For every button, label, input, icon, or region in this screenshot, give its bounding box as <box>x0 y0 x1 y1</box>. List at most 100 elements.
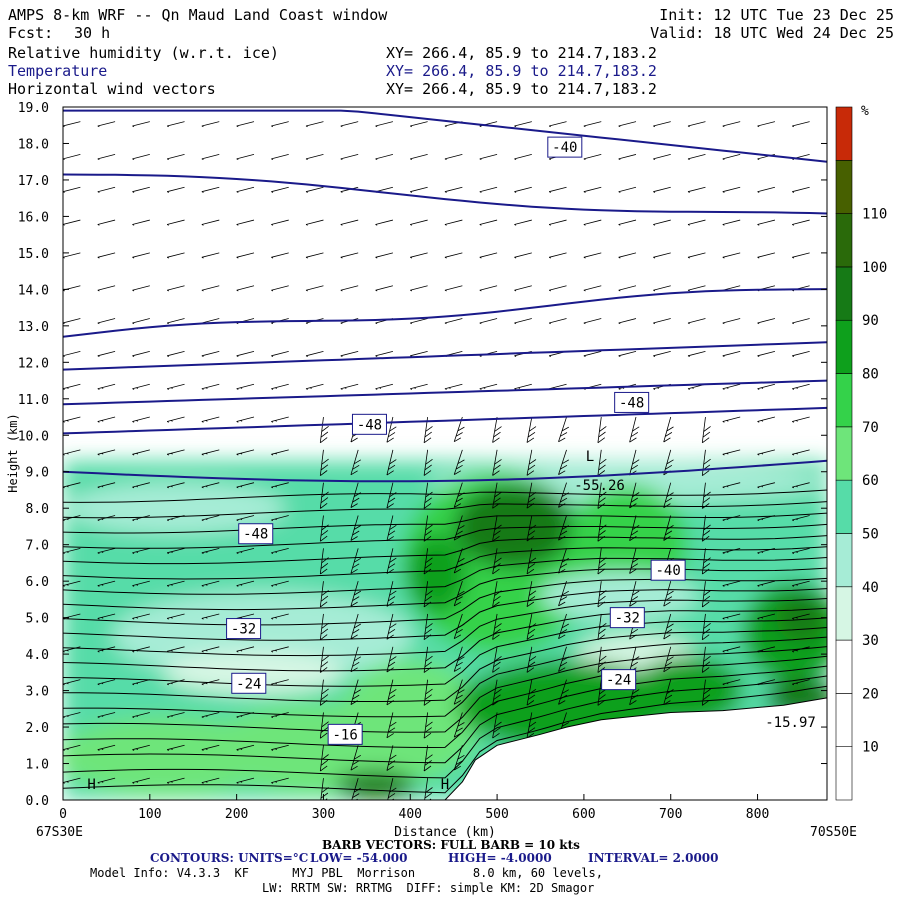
y-tick-label: 3.0 <box>26 685 49 700</box>
contour-label-box <box>650 559 686 581</box>
wind-barb <box>201 744 220 751</box>
wind-barb <box>479 383 498 390</box>
wind-barb <box>201 121 220 128</box>
colorbar-label: 70 <box>862 420 879 436</box>
wind-barb <box>444 154 463 161</box>
temperature-contour <box>63 627 827 702</box>
wind-barb <box>792 515 810 522</box>
wind-barb <box>166 712 185 719</box>
wind-barb <box>201 449 220 456</box>
wind-barb <box>97 482 116 489</box>
wind-barb <box>271 154 289 161</box>
temperature-contour <box>63 489 827 503</box>
wind-barb <box>132 350 150 357</box>
wind-barb <box>722 613 741 620</box>
wind-barb <box>305 350 324 357</box>
contour-label: -48 <box>243 527 268 543</box>
wind-barb <box>492 449 502 476</box>
rh-region-12 <box>538 570 699 621</box>
wind-barb <box>201 777 220 784</box>
wind-barb <box>597 679 607 706</box>
wind-barb <box>548 219 567 226</box>
wind-barb <box>236 646 255 653</box>
x-tick-label: 500 <box>485 807 508 822</box>
contour-label: -16 <box>333 727 358 743</box>
wind-barb <box>166 744 185 751</box>
wind-barb <box>97 449 116 456</box>
wind-barb <box>792 416 810 423</box>
wind-barb <box>687 285 706 292</box>
wind-barb <box>236 350 255 357</box>
contour-label: -24 <box>606 673 631 689</box>
wind-barb <box>132 613 150 620</box>
wind-barb <box>792 679 810 686</box>
wind-barb <box>526 581 537 608</box>
wind-barb <box>350 745 362 771</box>
colorbar-swatch <box>835 746 853 801</box>
colorbar-label: 110 <box>862 207 887 223</box>
wind-barb <box>201 580 220 587</box>
wind-barb <box>722 154 741 161</box>
wind-barb <box>271 416 289 423</box>
colorbar-swatch <box>835 213 853 268</box>
x-axis-label: Distance (km) <box>394 825 496 840</box>
wind-barb <box>792 318 810 325</box>
temperature-contour <box>63 655 827 749</box>
y-tick-label: 12.0 <box>18 356 49 371</box>
wind-barb <box>444 252 463 259</box>
wind-barb <box>201 679 220 686</box>
contour-label: -24 <box>236 676 261 692</box>
wind-barb <box>722 416 741 423</box>
wind-barb <box>492 613 502 640</box>
wind-barb <box>792 580 810 587</box>
wind-barb <box>722 219 741 226</box>
wind-barb <box>410 186 428 193</box>
wind-barb <box>722 646 741 653</box>
wind-barb <box>423 679 433 706</box>
wind-barb <box>97 744 116 751</box>
wind-barb <box>663 416 674 443</box>
wind-barb <box>492 482 502 509</box>
barb-legend: BARB VECTORS: FULL BARB = 10 kts <box>322 838 580 852</box>
temperature-contour <box>63 546 827 580</box>
wind-barb <box>166 121 185 128</box>
x-right-location: 70S50E <box>810 825 857 840</box>
wind-barb <box>319 679 329 706</box>
wind-barb <box>453 679 465 705</box>
wind-barb <box>423 646 433 673</box>
wind-barb <box>97 154 116 161</box>
wind-barb <box>386 745 397 771</box>
wind-barb <box>558 679 569 705</box>
wind-barb <box>792 350 810 357</box>
contour-label: -40 <box>655 563 680 579</box>
wind-barb <box>444 318 463 325</box>
contour-label: -32 <box>615 611 640 627</box>
wind-barb <box>97 416 116 423</box>
wind-barb <box>653 219 671 226</box>
y-tick-label: 2.0 <box>26 721 49 736</box>
wind-barb <box>319 416 329 444</box>
temperature-contour <box>63 646 827 733</box>
wind-barb <box>166 580 185 587</box>
wind-barb <box>236 547 255 554</box>
x-tick-label: 0 <box>59 807 67 822</box>
x-left-location: 67S30E <box>36 825 83 840</box>
wind-barb <box>97 285 116 292</box>
wind-barb <box>236 416 255 423</box>
colorbar-label: 60 <box>862 473 879 489</box>
wind-barb <box>305 383 324 390</box>
wind-barb <box>410 154 428 161</box>
wind-barb <box>423 482 433 509</box>
wind-barb <box>453 416 465 443</box>
colorbar-swatch <box>835 586 853 641</box>
wind-barb <box>271 219 289 226</box>
wind-barb <box>350 613 362 640</box>
wind-barb <box>583 350 602 357</box>
wind-barb <box>583 219 602 226</box>
wind-barb <box>558 515 569 541</box>
wind-barb <box>722 580 741 587</box>
wind-barb <box>444 219 463 226</box>
wind-barb <box>722 679 741 686</box>
forecast-label: Fcst: <box>8 24 54 42</box>
x-tick-label: 600 <box>572 807 595 822</box>
